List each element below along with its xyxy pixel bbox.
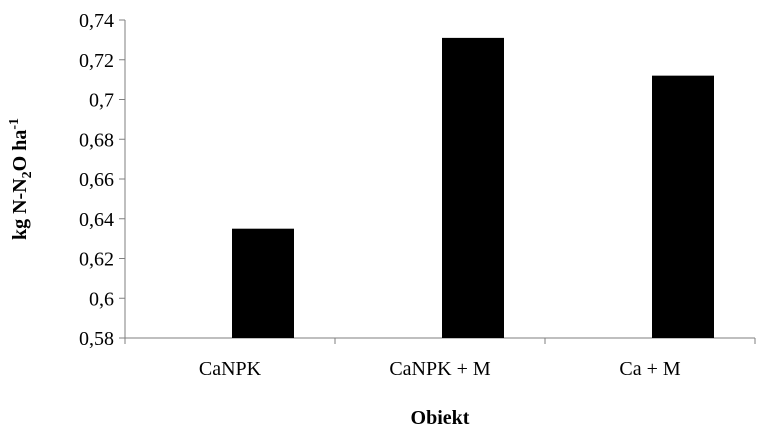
x-tick-label: CaNPK	[199, 358, 262, 380]
bars	[232, 37, 714, 339]
y-axis-title-superscript: -1	[7, 118, 22, 130]
y-tick-label: 0,68	[79, 129, 114, 151]
y-axis-title: kg N-N2O ha-1	[7, 118, 35, 240]
y-tick-label: 0,6	[89, 288, 114, 310]
x-ticks	[124, 338, 756, 344]
bar	[652, 75, 714, 339]
y-ticks: 0,58 0,6 0,62 0,64 0,66 0,68 0,7 0,72 0,74	[79, 10, 125, 350]
y-tick-label: 0,58	[79, 328, 114, 350]
x-axis-title: Obiekt	[411, 407, 470, 429]
y-tick-label: 0,72	[79, 50, 114, 72]
y-tick-label: 0,64	[79, 209, 114, 231]
y-axis-title-main: kg N-N	[9, 178, 31, 240]
x-tick-labels: CaNPK CaNPK + M Ca + M	[199, 358, 681, 380]
y-tick-label: 0,74	[79, 10, 114, 32]
y-axis-title-middle: O ha	[9, 130, 31, 172]
x-tick-label: CaNPK + M	[389, 358, 491, 380]
y-tick-label: 0,7	[89, 90, 114, 112]
bar	[232, 228, 294, 338]
y-axis-title-subscript: 2	[20, 171, 35, 178]
x-tick-label: Ca + M	[619, 358, 680, 380]
bar	[442, 37, 504, 338]
y-tick-label: 0,66	[79, 169, 114, 191]
y-tick-label: 0,62	[79, 249, 114, 271]
